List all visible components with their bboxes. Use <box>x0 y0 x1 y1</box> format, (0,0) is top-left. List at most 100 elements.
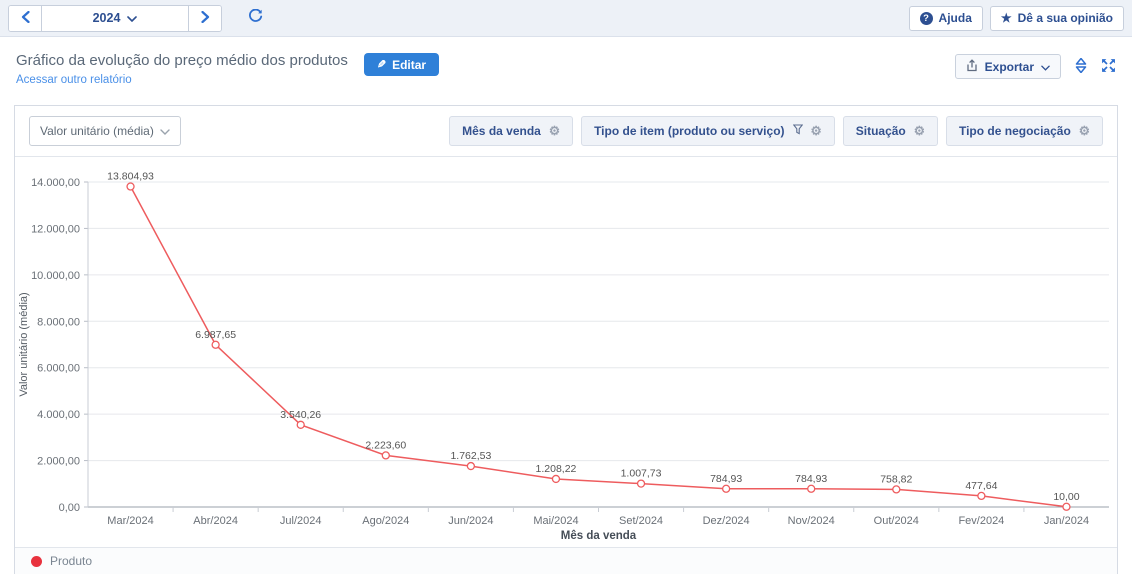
data-point-label: 784,93 <box>710 473 742 485</box>
data-point-label: 784,93 <box>795 473 827 485</box>
chart-canvas: 0,00 2.000,00 4.000,00 6.000,00 8.000,00 10.0… <box>18 171 1109 542</box>
period-navigator: 2024 <box>8 4 222 32</box>
fullscreen-button[interactable] <box>1101 58 1116 76</box>
export-label: Exportar <box>984 59 1034 74</box>
x-tick-label: Mar/2024 <box>107 515 153 527</box>
data-point-label: 10,00 <box>1053 491 1079 503</box>
chevron-down-icon <box>160 124 170 138</box>
chart-panel: Valor unitário (média) Mês da venda ⚙ Ti… <box>14 105 1118 574</box>
feedback-button[interactable]: ★ Dê a sua opinião <box>989 5 1124 31</box>
export-icon <box>966 58 978 75</box>
title-block: Gráfico da evolução do preço médio dos p… <box>16 52 348 86</box>
fullscreen-icon <box>1101 58 1116 76</box>
chip-label: Mês da venda <box>462 124 541 138</box>
data-point-label: 1.762,53 <box>450 450 491 462</box>
data-point[interactable] <box>211 340 220 349</box>
edit-button[interactable]: ✎ Editar <box>363 53 440 76</box>
data-point[interactable] <box>636 479 646 488</box>
data-point-label: 1.007,73 <box>621 468 662 480</box>
data-point[interactable] <box>296 420 305 429</box>
filter-chip-tipo-de-item[interactable]: Tipo de item (produto ou serviço) ⚙ <box>581 116 835 146</box>
metric-select[interactable]: Valor unitário (média) <box>29 116 181 146</box>
report-header: Gráfico da evolução do preço médio dos p… <box>16 52 1116 86</box>
svg-text:4.000,00: 4.000,00 <box>37 409 80 421</box>
data-point-label: 6.987,65 <box>195 329 236 341</box>
filter-chip-tipo-de-negociacao[interactable]: Tipo de negociação ⚙ <box>945 116 1103 146</box>
chart-legend: Produto <box>15 547 1117 574</box>
expand-collapse-button[interactable] <box>1075 57 1087 76</box>
data-point[interactable] <box>892 485 901 494</box>
x-tick-label: Jul/2024 <box>280 515 322 527</box>
data-point[interactable] <box>1062 502 1071 511</box>
data-point-label: 1.208,22 <box>536 463 577 475</box>
gear-icon[interactable]: ⚙ <box>913 123 925 138</box>
series-line <box>129 186 1067 508</box>
gear-icon[interactable]: ⚙ <box>810 123 822 138</box>
year-value: 2024 <box>92 11 121 25</box>
x-tick-label: Nov/2024 <box>788 515 835 527</box>
data-point-label: 477,64 <box>965 480 997 492</box>
x-tick-label: Jan/2024 <box>1044 515 1089 527</box>
filter-row: Valor unitário (média) Mês da venda ⚙ Ti… <box>15 106 1117 156</box>
previous-period-button[interactable] <box>9 5 41 31</box>
next-period-button[interactable] <box>189 5 221 31</box>
data-point[interactable] <box>551 474 561 484</box>
feedback-label: Dê a sua opinião <box>1017 11 1113 25</box>
export-button[interactable]: Exportar <box>954 54 1061 79</box>
chevron-right-icon <box>200 10 210 26</box>
top-toolbar: 2024 ? Ajuda ★ Dê a sua opinião <box>0 0 1132 37</box>
data-point-label: 2.223,60 <box>365 439 406 451</box>
gear-icon[interactable]: ⚙ <box>548 123 561 138</box>
help-icon: ? <box>919 11 933 25</box>
year-dropdown[interactable]: 2024 <box>41 5 189 31</box>
line-chart: 0,00 2.000,00 4.000,00 6.000,00 8.000,00 10.0… <box>15 156 1117 547</box>
x-tick-label: Jun/2024 <box>448 515 493 527</box>
svg-text:10.000,00: 10.000,00 <box>31 270 80 282</box>
data-point-label: 13.804,93 <box>107 171 154 183</box>
filter-chip-situacao[interactable]: Situação ⚙ <box>842 116 938 146</box>
star-icon: ★ <box>1000 11 1012 25</box>
other-report-link[interactable]: Acessar outro relatório <box>16 74 132 86</box>
chevron-down-icon <box>1041 60 1050 74</box>
filter-chip-mes-da-venda[interactable]: Mês da venda ⚙ <box>449 116 574 146</box>
x-tick-label: Fev/2024 <box>958 515 1004 527</box>
data-point[interactable] <box>381 451 390 460</box>
svg-text:8.000,00: 8.000,00 <box>37 316 80 328</box>
x-tick-label: Dez/2024 <box>703 515 750 527</box>
x-tick-label: Ago/2024 <box>362 515 409 527</box>
legend-dot <box>31 555 42 567</box>
svg-text:12.000,00: 12.000,00 <box>31 223 80 235</box>
chip-label: Tipo de item (produto ou serviço) <box>594 124 785 138</box>
y-axis-title: Valor unitário (média) <box>18 292 30 396</box>
chip-label: Tipo de negociação <box>958 124 1071 138</box>
chevron-down-icon <box>127 11 138 25</box>
funnel-icon[interactable] <box>792 124 803 138</box>
help-button[interactable]: ? Ajuda <box>908 5 983 31</box>
data-point[interactable] <box>807 484 816 493</box>
gear-icon[interactable]: ⚙ <box>1078 123 1090 138</box>
data-point[interactable] <box>977 491 986 501</box>
x-tick-label: Mai/2024 <box>533 515 578 527</box>
data-point-label: 758,82 <box>880 473 912 485</box>
sort-arrows-icon <box>1075 57 1087 76</box>
pencil-icon: ✎ <box>376 59 387 71</box>
svg-text:14.000,00: 14.000,00 <box>31 177 80 189</box>
svg-text:6.000,00: 6.000,00 <box>37 363 80 375</box>
data-point[interactable] <box>126 182 135 191</box>
svg-text:0,00: 0,00 <box>59 502 80 514</box>
chevron-left-icon <box>21 10 30 26</box>
chip-label: Situação <box>855 124 906 138</box>
data-point[interactable] <box>466 461 476 471</box>
refresh-icon <box>248 8 263 27</box>
x-tick-label: Out/2024 <box>874 515 919 527</box>
refresh-button[interactable] <box>242 8 269 28</box>
legend-label[interactable]: Produto <box>50 554 93 568</box>
page-title: Gráfico da evolução do preço médio dos p… <box>16 52 348 69</box>
svg-text:2.000,00: 2.000,00 <box>37 456 80 468</box>
help-label: Ajuda <box>938 11 972 25</box>
edit-label: Editar <box>392 57 427 72</box>
x-tick-label: Set/2024 <box>619 515 663 527</box>
metric-select-value: Valor unitário (média) <box>40 124 154 138</box>
data-point[interactable] <box>721 484 731 493</box>
x-axis-title: Mês da venda <box>561 530 637 542</box>
